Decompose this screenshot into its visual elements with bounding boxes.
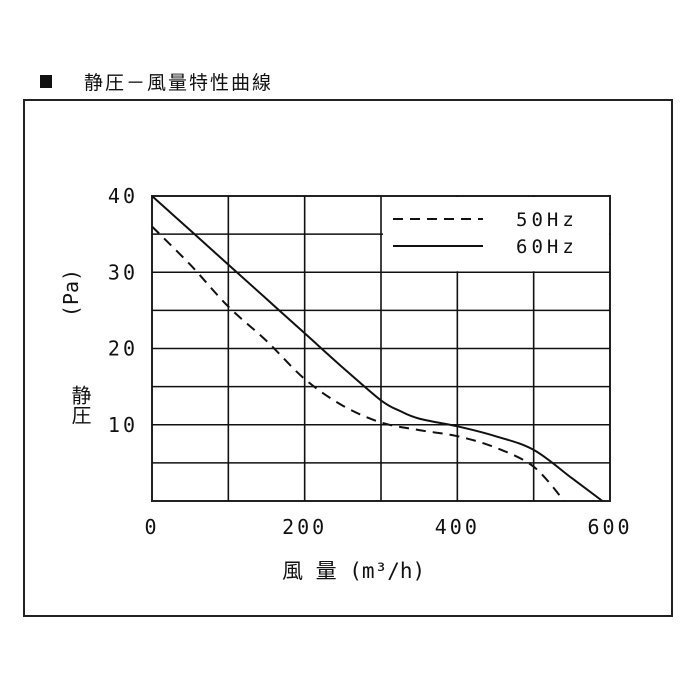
series-line-50hz xyxy=(151,225,565,502)
x-tick-label: 600 xyxy=(587,515,632,539)
legend: 50Hz 60Hz xyxy=(383,197,609,272)
x-axis-label: 風 量 (m³/h) xyxy=(282,559,425,583)
y-axis-label-unit: (Pa) xyxy=(59,269,83,317)
y-axis-label-kanji: 静圧 xyxy=(68,385,92,425)
outer-frame xyxy=(23,99,673,617)
series-line-60hz xyxy=(151,195,603,502)
x-tick-label: 0 xyxy=(144,515,159,539)
tick-labels: 0 200 400 600 10 20 30 40 xyxy=(108,184,632,539)
legend-label-50hz: 50Hz xyxy=(516,209,578,231)
legend-background xyxy=(383,197,609,272)
legend-label-60hz: 60Hz xyxy=(516,236,578,258)
title-bullet-icon xyxy=(40,74,52,88)
y-tick-label: 20 xyxy=(108,337,138,361)
y-tick-label: 40 xyxy=(108,184,138,208)
x-tick-label: 400 xyxy=(435,515,480,539)
chart-title-row: 静圧－風量特性曲線 xyxy=(40,68,273,94)
y-tick-label: 30 xyxy=(108,260,138,284)
x-tick-label: 200 xyxy=(282,515,327,539)
axis-labels: 風 量 (m³/h) 静圧 (Pa) xyxy=(59,269,425,583)
chart-title: 静圧－風量特性曲線 xyxy=(84,71,274,94)
y-tick-label: 10 xyxy=(108,413,138,437)
curves xyxy=(151,195,603,502)
